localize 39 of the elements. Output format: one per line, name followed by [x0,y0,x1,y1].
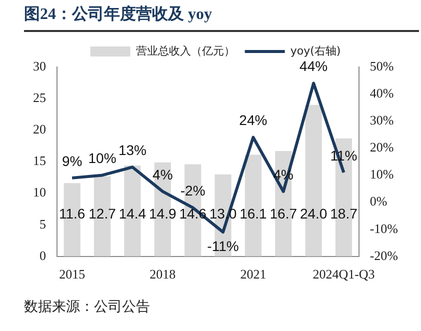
data-label: 24.0 [300,205,328,222]
data-label: 16.1 [240,205,268,222]
y-tick-label: 25 [33,90,46,105]
data-label: 12.7 [88,205,116,222]
data-label: 9% [62,152,82,169]
source-note: 数据来源：公司公告 [24,298,150,316]
y2-tick-label: 30% [370,112,394,128]
data-label: 14.9 [149,205,176,222]
data-label: 24% [239,112,268,128]
y-tick-label: 5 [40,216,46,232]
legend-label: yoy(右轴) [290,44,341,58]
data-label: -2% [180,182,206,199]
x-tick-label: 2024Q1-Q3 [312,266,375,282]
data-label: 10% [88,150,116,166]
data-label: 44% [300,58,328,74]
data-label: -11% [207,238,239,254]
data-label: 14.4 [118,205,146,222]
y-tick-label: 30 [33,58,46,74]
y2-tick-label: 0% [370,194,388,209]
y-tick-label: 0 [40,248,46,263]
data-label: 13% [118,142,146,158]
x-tick-label: 2021 [240,266,266,282]
x-tick-label: 2018 [150,266,176,282]
legend-label: 营业总收入（亿元） [136,44,235,58]
y-tick-label: 20 [33,122,46,137]
data-label: 4% [152,166,173,182]
data-label: 11.6 [58,205,86,222]
data-label: 16.7 [270,205,298,222]
y2-tick-label: 10% [370,166,394,182]
y2-tick-label: -20% [370,248,398,263]
data-label: 18.7 [330,205,358,222]
y-tick-label: 15 [33,153,46,168]
y2-tick-label: 50% [370,58,394,74]
y-tick-label: 10 [33,184,46,200]
y2-tick-label: 40% [370,85,394,100]
x-tick-label: 2015 [59,266,86,282]
y2-tick-label: -10% [370,220,398,236]
chart-title: 图24：公司年度营收及 yoy [24,4,419,32]
y2-tick-label: 20% [370,140,394,155]
